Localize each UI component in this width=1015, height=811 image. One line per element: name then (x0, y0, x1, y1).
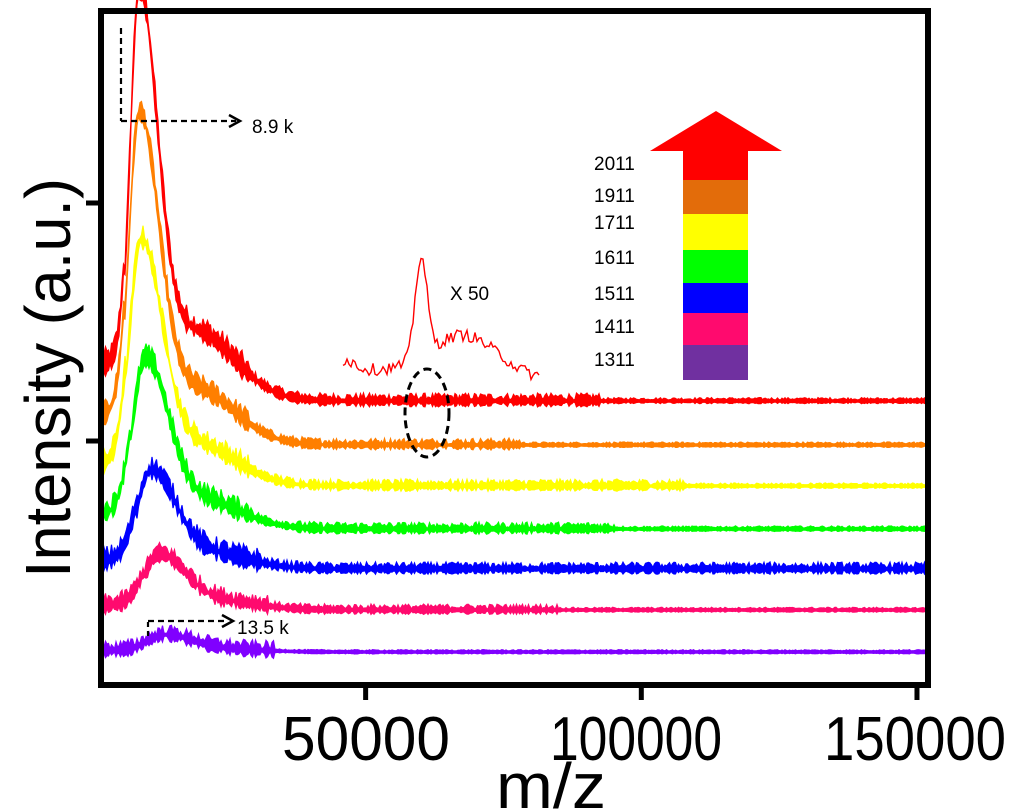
legend-swatch-1411 (683, 313, 748, 345)
annotation-8.9k-label: 8.9 k (252, 117, 294, 138)
legend-swatch-1711 (683, 214, 748, 250)
spectrum-traces (100, 0, 929, 660)
legend-arrowhead (650, 111, 782, 151)
inset-scale-label: X 50 (450, 284, 489, 305)
series-1511 (100, 456, 929, 576)
legend-swatch-1511 (683, 283, 748, 313)
x-tick-label-150000: 150000 (824, 705, 1006, 774)
x-tick-label-100000: 100000 (550, 705, 722, 774)
legend-label-1311: 1311 (594, 350, 635, 371)
x-axis-title: m/z (496, 750, 606, 811)
legend-swatch-1911 (683, 180, 748, 214)
legend-swatch-1311 (683, 345, 748, 380)
series-1311 (100, 624, 929, 660)
x-tick-label-50000: 50000 (282, 705, 450, 774)
axis-ticks (86, 200, 920, 700)
series-1711 (100, 225, 929, 493)
plot-frame (98, 8, 931, 688)
inset-trace (342, 257, 540, 382)
legend-swatch-2011 (683, 151, 748, 180)
y-axis-title: Intensity (a.u.) (12, 178, 84, 578)
legend-label-1611: 1611 (594, 248, 635, 269)
annotation-13.5k-label: 13.5 k (237, 618, 289, 639)
zoom-region-ellipse (403, 367, 451, 459)
legend-label-2011: 2011 (594, 154, 635, 175)
legend-label-1411: 1411 (594, 317, 635, 338)
legend-label-1911: 1911 (594, 186, 635, 207)
legend-label-1511: 1511 (594, 284, 635, 305)
legend: 2011 1911 1711 1611 1511 1411 1311 (594, 111, 782, 380)
annotation-13.5k: 13.5 k (146, 613, 289, 639)
inset-x50 (342, 257, 540, 382)
series-1611 (100, 343, 929, 536)
legend-swatch-1611 (683, 250, 748, 283)
legend-label-1711: 1711 (594, 213, 635, 234)
annotation-8.9k: 8.9 k (119, 28, 294, 138)
series-2011 (100, 0, 929, 409)
